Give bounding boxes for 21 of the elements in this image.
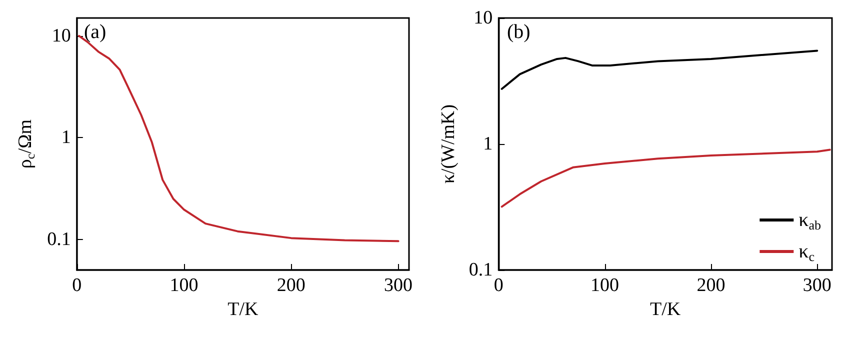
x-axis-title: T/K [650,298,681,320]
y-tick-label: 1 [483,134,493,154]
y-tick-label: 10 [52,25,71,46]
x-tick-label: 0 [494,275,504,296]
x-tick-label: 200 [276,275,306,296]
x-tick-label: 0 [72,275,82,296]
y-tick-label: 0.1 [468,260,493,280]
x-tick-label: 300 [802,275,832,296]
y-tick-label: 1 [61,127,71,148]
x-axis-title: T/K [228,298,259,320]
y-axis-title: κ/(W/mK) [438,104,459,184]
y-tick-label: 10 [474,8,493,28]
x-tick-label: 200 [696,275,726,296]
y-axis-title: ρc/Ωm [15,119,38,169]
x-tick-label: 100 [170,275,198,296]
line-series [500,148,831,208]
annotation: (b) [507,21,530,43]
x-tick-label: 100 [590,275,620,296]
annotation: (a) [84,21,106,43]
x-tick-label: 300 [384,275,413,296]
y-tick-label: 0.1 [47,228,71,250]
